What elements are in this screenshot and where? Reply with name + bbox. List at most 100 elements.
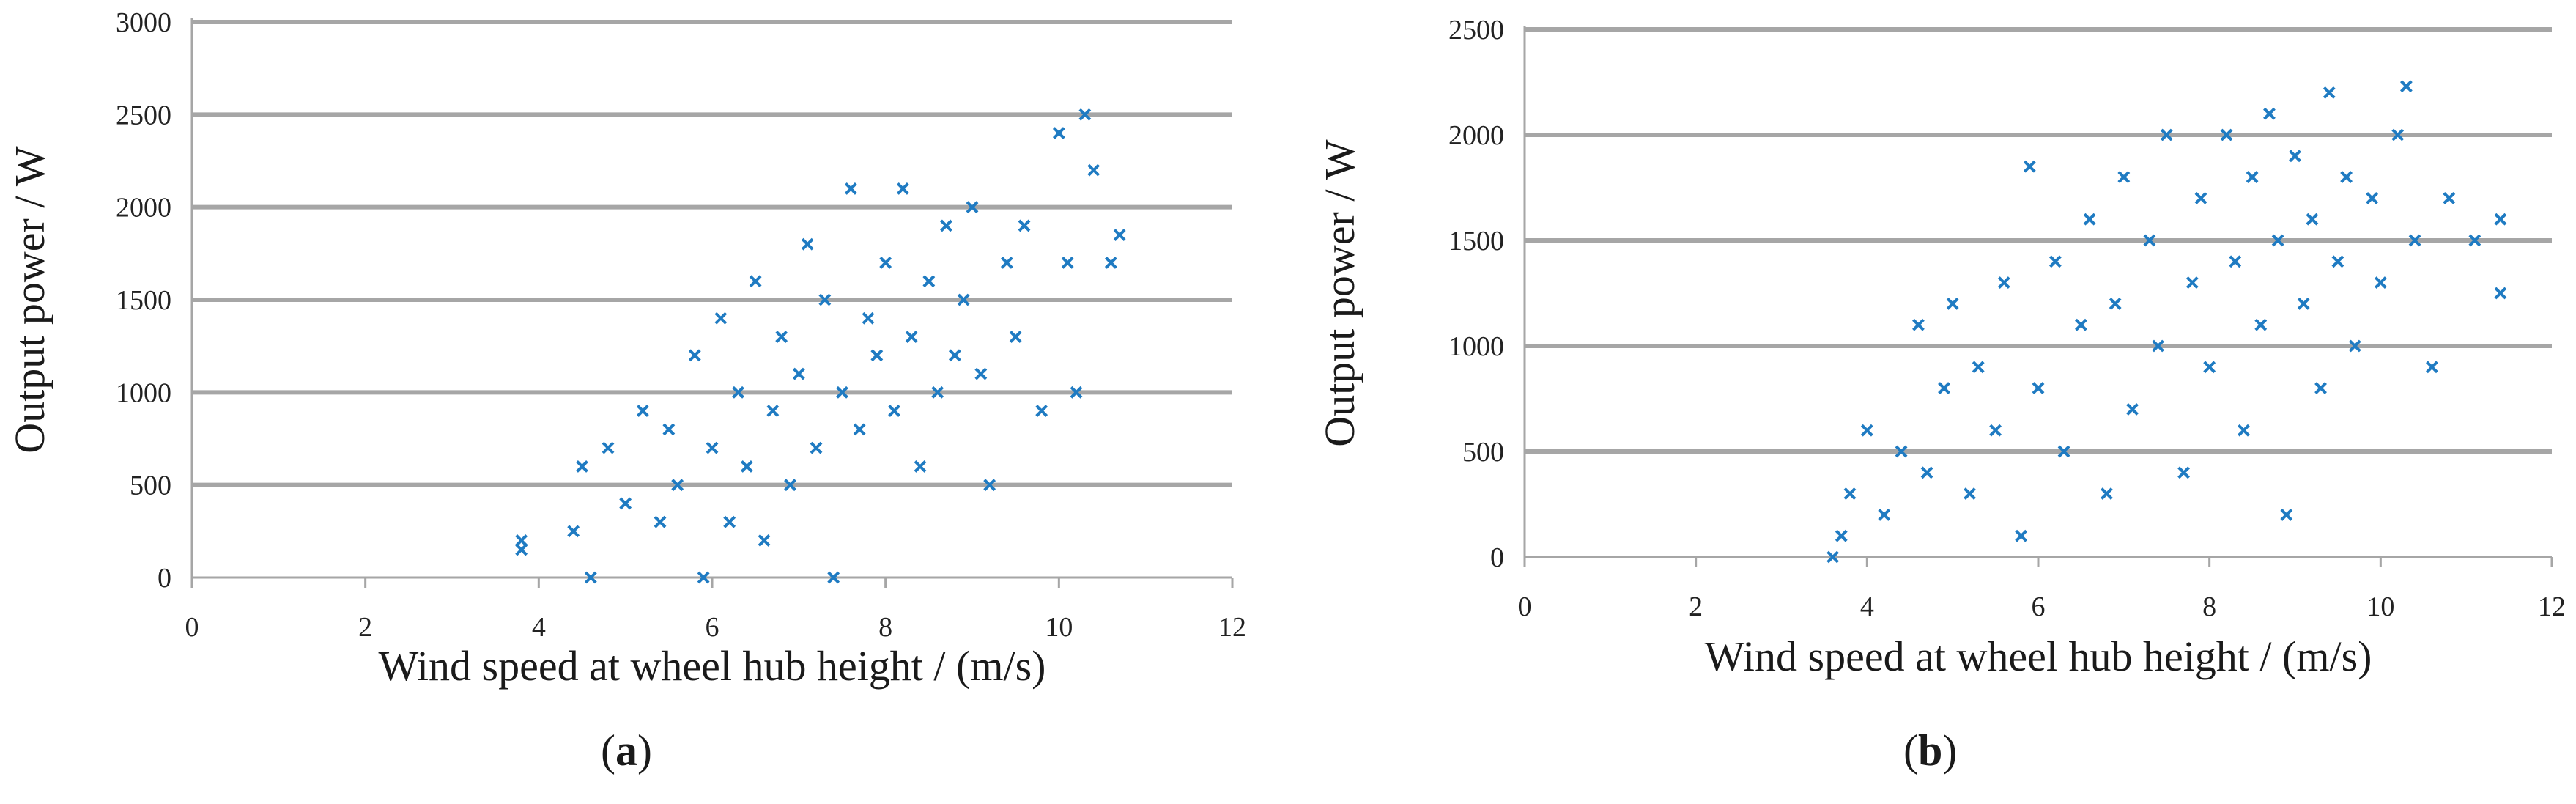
data-point [1895, 445, 1908, 458]
data-point [2323, 86, 2336, 99]
data-point [810, 441, 823, 454]
data-point [1113, 229, 1126, 241]
data-point [2083, 213, 2096, 226]
data-point [844, 182, 857, 195]
data-point [2306, 213, 2319, 226]
data-point [1938, 382, 1950, 395]
data-point [2109, 297, 2122, 310]
x-tick-label: 6 [706, 612, 719, 643]
data-point [957, 293, 970, 306]
data-point [1912, 318, 1925, 331]
data-point [2443, 191, 2456, 204]
data-point [2023, 160, 2036, 173]
data-point [2143, 234, 2156, 247]
y-tick-label: 2500 [1448, 15, 1504, 45]
data-point [1972, 361, 1985, 374]
y-tick-label: 3000 [116, 7, 171, 38]
data-point [2374, 276, 2387, 289]
data-point [775, 331, 788, 343]
data-point [2289, 150, 2301, 163]
data-point [940, 219, 952, 232]
data-point [2271, 234, 2284, 247]
data-point [636, 405, 649, 418]
data-point [732, 386, 744, 399]
data-point [619, 497, 632, 510]
y-tick-label: 2000 [1448, 120, 1504, 151]
x-tick-label: 6 [2032, 591, 2046, 622]
data-point [2331, 255, 2344, 268]
data-point [922, 275, 936, 288]
y-axis-title: Output power / W [6, 146, 53, 454]
x-tick-label: 4 [532, 612, 546, 643]
data-point [966, 201, 979, 214]
data-point [584, 571, 597, 584]
data-point [758, 534, 771, 547]
data-point [1061, 257, 1074, 269]
data-point [2194, 191, 2207, 204]
caption-a: (a) [601, 726, 652, 775]
data-point [2426, 361, 2438, 374]
data-point [1860, 424, 1873, 437]
x-axis-title: Wind speed at wheel hub height / (m/s) [379, 642, 1046, 690]
data-point [974, 367, 988, 380]
data-point [784, 479, 796, 492]
data-point [2237, 424, 2250, 437]
data-point [576, 460, 588, 473]
x-tick-label: 8 [2202, 591, 2216, 622]
y-tick-label: 1000 [116, 377, 171, 408]
x-axis-title: Wind speed at wheel hub height / (m/s) [1705, 632, 2372, 680]
y-axis-title: Output power / W [1316, 139, 1363, 447]
data-point [792, 367, 805, 380]
data-point [688, 349, 701, 362]
data-point [2057, 445, 2070, 458]
data-point [2468, 234, 2481, 247]
data-point [2408, 234, 2421, 247]
data-point [1878, 508, 1891, 521]
data-point [2254, 318, 2268, 331]
data-point [714, 311, 728, 325]
data-point [1070, 386, 1083, 399]
data-point [2391, 128, 2405, 141]
data-point [766, 405, 780, 418]
data-point [2494, 287, 2507, 300]
data-point [2117, 171, 2131, 184]
data-point [1035, 405, 1048, 418]
data-point [1009, 331, 1022, 343]
data-point [1052, 127, 1065, 140]
data-point [1078, 108, 1092, 121]
x-tick-label: 0 [185, 612, 199, 643]
data-point [2348, 339, 2361, 353]
x-tick-label: 8 [878, 612, 892, 643]
data-point [2048, 255, 2062, 268]
data-point [2280, 508, 2293, 521]
data-point [515, 534, 528, 547]
data-point [896, 182, 909, 195]
data-point [602, 441, 615, 454]
data-point [948, 349, 961, 362]
data-point [1997, 276, 2010, 289]
y-tick-label: 1000 [1448, 331, 1504, 362]
x-tick-label: 2 [358, 612, 372, 643]
x-tick-label: 4 [1860, 591, 1874, 622]
caption-b: (b) [1903, 726, 1958, 775]
data-point [1018, 219, 1031, 232]
data-point [671, 479, 684, 492]
data-point [723, 515, 736, 528]
data-point [1989, 424, 2002, 437]
y-tick-label: 0 [1490, 542, 1504, 573]
x-tick-label: 12 [1218, 612, 1246, 643]
data-point [697, 571, 710, 584]
data-point [2032, 382, 2045, 395]
x-tick-label: 12 [2538, 591, 2566, 622]
scatter-chart-a: 0 500 1000 1500 2000 2500 3000 0 2 4 6 8 10 12 Wind sp… [6, 7, 1246, 690]
chart-panel-b: 0 500 1000 1500 2000 2500 0 2 4 6 8 10 12 Wind speed … [1288, 0, 2576, 804]
data-point [706, 441, 719, 454]
data-point [836, 386, 848, 399]
data-point [2015, 529, 2028, 542]
data-point [662, 423, 676, 436]
data-point [905, 331, 918, 343]
data-point [879, 257, 892, 269]
x-tick-label: 0 [1518, 591, 1532, 622]
data-point [914, 460, 927, 473]
data-point [2297, 297, 2310, 310]
